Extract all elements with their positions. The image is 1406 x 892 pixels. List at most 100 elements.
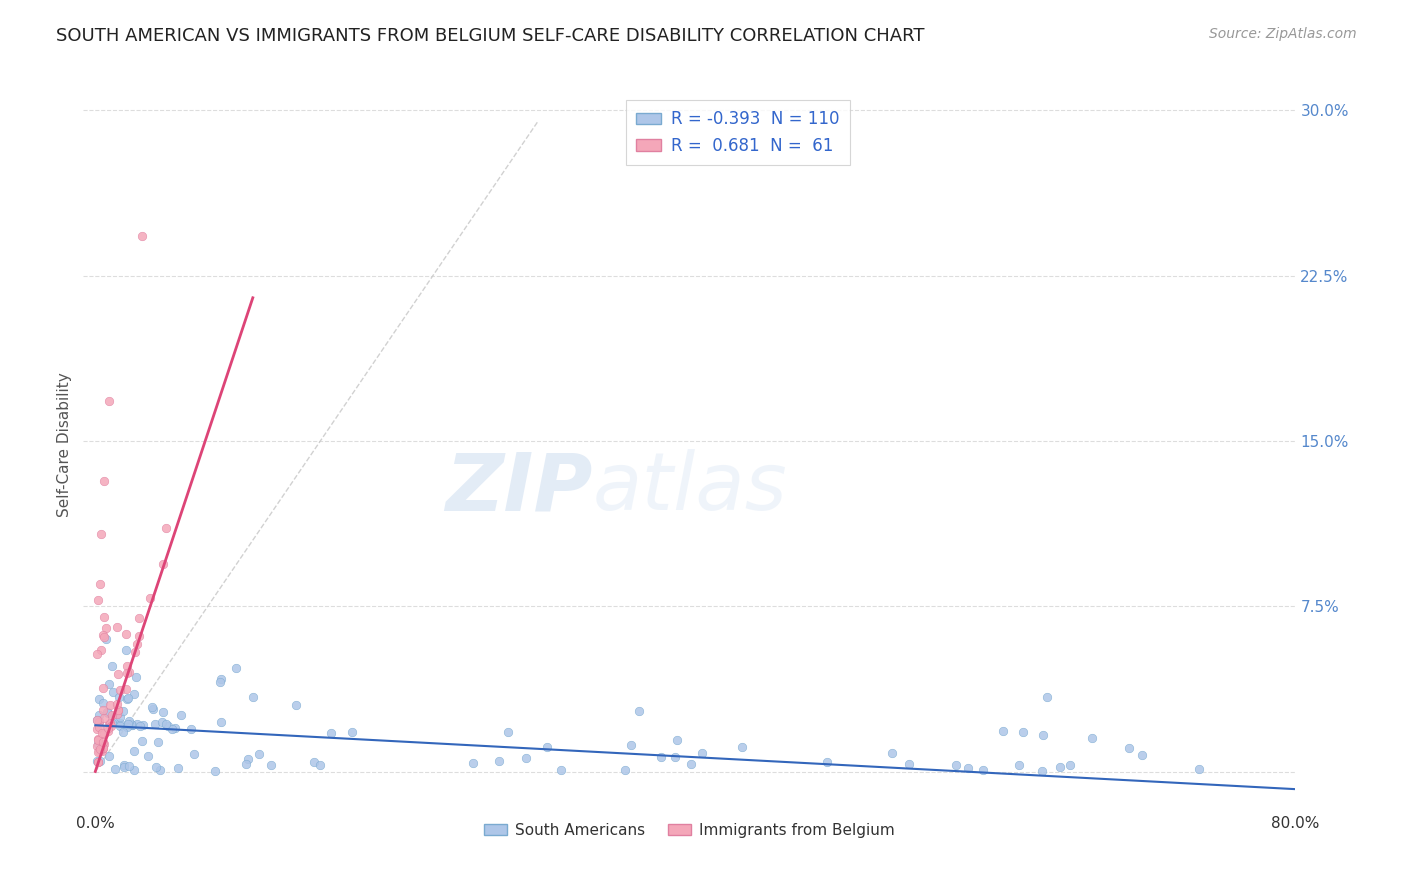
- Point: [152, 706, 174, 720]
- Point: [107, 703, 129, 717]
- Point: [93, 711, 115, 725]
- Point: [115, 627, 138, 641]
- Point: [1130, 748, 1153, 763]
- Point: [125, 636, 148, 650]
- Point: [129, 719, 152, 733]
- Point: [86, 756, 108, 770]
- Point: [108, 690, 131, 705]
- Point: [1188, 763, 1211, 777]
- Point: [142, 702, 165, 716]
- Point: [692, 746, 714, 760]
- Point: [93, 737, 115, 751]
- Point: [118, 714, 141, 729]
- Point: [114, 681, 136, 696]
- Point: [93, 630, 115, 644]
- Point: [125, 670, 148, 684]
- Point: [138, 591, 160, 605]
- Point: [97, 706, 120, 720]
- Point: [117, 690, 139, 705]
- Point: [898, 757, 921, 772]
- Point: [105, 619, 128, 633]
- Point: [91, 740, 114, 755]
- Point: [1049, 759, 1071, 773]
- Point: [498, 725, 520, 739]
- Point: [972, 763, 994, 777]
- Point: [104, 762, 127, 776]
- Point: [235, 757, 257, 772]
- Point: [94, 632, 117, 647]
- Point: [90, 526, 112, 541]
- Point: [89, 707, 111, 722]
- Point: [89, 577, 111, 591]
- Point: [157, 719, 180, 733]
- Point: [309, 758, 332, 772]
- Point: [1081, 731, 1104, 746]
- Point: [627, 704, 650, 718]
- Point: [90, 726, 112, 740]
- Point: [97, 394, 120, 409]
- Point: [122, 687, 145, 701]
- Point: [284, 698, 307, 712]
- Point: [108, 719, 131, 733]
- Point: [1059, 758, 1081, 772]
- Point: [124, 645, 146, 659]
- Point: [128, 611, 150, 625]
- Point: [145, 759, 167, 773]
- Point: [1011, 725, 1033, 739]
- Point: [108, 709, 131, 723]
- Point: [91, 741, 114, 756]
- Point: [141, 700, 163, 714]
- Point: [118, 759, 141, 773]
- Point: [1008, 757, 1031, 772]
- Point: [731, 739, 754, 754]
- Point: [463, 756, 485, 771]
- Point: [112, 704, 135, 718]
- Point: [86, 713, 108, 727]
- Point: [131, 733, 153, 747]
- Point: [121, 717, 143, 731]
- Point: [149, 763, 172, 777]
- Point: [208, 675, 231, 690]
- Point: [236, 752, 259, 766]
- Point: [97, 723, 120, 738]
- Point: [225, 660, 247, 674]
- Point: [131, 229, 153, 244]
- Point: [91, 628, 114, 642]
- Point: [93, 610, 115, 624]
- Point: [91, 696, 114, 710]
- Point: [98, 749, 121, 764]
- Point: [124, 744, 146, 758]
- Point: [204, 764, 226, 778]
- Point: [488, 754, 510, 768]
- Point: [87, 746, 110, 760]
- Point: [89, 741, 111, 756]
- Text: Source: ZipAtlas.com: Source: ZipAtlas.com: [1209, 27, 1357, 41]
- Point: [650, 750, 672, 764]
- Point: [86, 713, 108, 727]
- Point: [183, 747, 205, 761]
- Point: [110, 683, 132, 698]
- Point: [89, 744, 111, 758]
- Point: [209, 714, 232, 729]
- Y-axis label: Self-Care Disability: Self-Care Disability: [58, 372, 72, 516]
- Point: [247, 747, 270, 761]
- Point: [89, 754, 111, 768]
- Point: [93, 474, 115, 488]
- Point: [128, 629, 150, 643]
- Point: [536, 739, 558, 754]
- Point: [681, 756, 703, 771]
- Point: [613, 764, 636, 778]
- Point: [107, 666, 129, 681]
- Point: [146, 734, 169, 748]
- Point: [100, 658, 122, 673]
- Point: [101, 707, 124, 722]
- Point: [321, 725, 343, 739]
- Point: [180, 723, 202, 737]
- Point: [143, 717, 166, 731]
- Point: [87, 691, 110, 706]
- Point: [1032, 728, 1054, 742]
- Point: [155, 717, 177, 731]
- Text: atlas: atlas: [592, 450, 787, 527]
- Legend: South Americans, Immigrants from Belgium: South Americans, Immigrants from Belgium: [478, 817, 900, 844]
- Point: [105, 706, 128, 721]
